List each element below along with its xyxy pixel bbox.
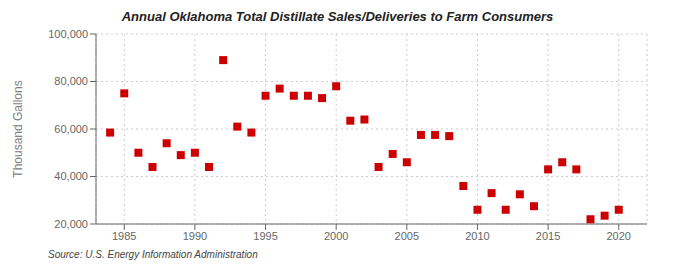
svg-text:100,000: 100,000 xyxy=(48,28,88,40)
svg-text:20,000: 20,000 xyxy=(54,218,88,230)
svg-text:2000: 2000 xyxy=(324,230,348,242)
svg-text:40,000: 40,000 xyxy=(54,170,88,182)
svg-text:80,000: 80,000 xyxy=(54,75,88,87)
svg-text:2015: 2015 xyxy=(536,230,560,242)
svg-text:2020: 2020 xyxy=(607,230,631,242)
svg-text:60,000: 60,000 xyxy=(54,123,88,135)
html-text:Annual Oklahoma Total Distilla: Annual Oklahoma Total Distillate Sales/D… xyxy=(121,9,554,24)
svg-text:1995: 1995 xyxy=(253,230,277,242)
svg-text:1990: 1990 xyxy=(183,230,207,242)
html-text:Source: U.S. Energy Informatio: Source: U.S. Energy Information Administ… xyxy=(48,249,258,260)
svg-text:2010: 2010 xyxy=(465,230,489,242)
svg-text:Thousand Gallons: Thousand Gallons xyxy=(11,80,25,177)
svg-text:2005: 2005 xyxy=(395,230,419,242)
svg-text:1985: 1985 xyxy=(112,230,136,242)
